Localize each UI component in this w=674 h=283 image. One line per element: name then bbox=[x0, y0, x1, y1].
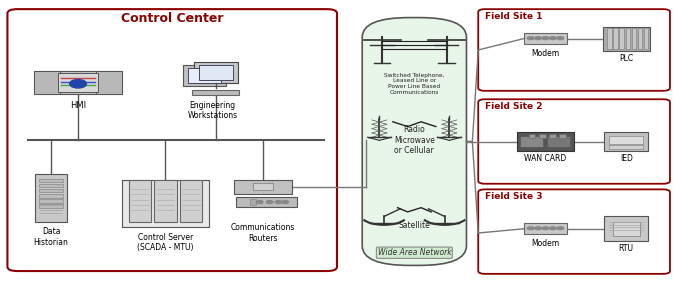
Bar bbox=[609, 145, 643, 149]
Bar bbox=[520, 136, 543, 147]
Bar bbox=[619, 28, 624, 50]
Text: Radio
Microwave
or Cellular: Radio Microwave or Cellular bbox=[394, 125, 435, 155]
Bar bbox=[524, 33, 568, 44]
Circle shape bbox=[542, 227, 549, 230]
Text: Switched Telephone,
Leased Line or
Power Line Based
Communications: Switched Telephone, Leased Line or Power… bbox=[384, 72, 445, 95]
Circle shape bbox=[275, 201, 282, 203]
Bar bbox=[34, 71, 60, 94]
Text: Modem: Modem bbox=[531, 49, 559, 57]
Bar bbox=[539, 134, 545, 138]
Text: IED: IED bbox=[620, 154, 633, 163]
Bar bbox=[187, 68, 221, 83]
Circle shape bbox=[557, 227, 563, 230]
Bar bbox=[632, 28, 636, 50]
Text: Engineering
Workstations: Engineering Workstations bbox=[187, 101, 238, 120]
Text: Field Site 3: Field Site 3 bbox=[485, 192, 543, 201]
Bar bbox=[39, 204, 63, 208]
Bar bbox=[39, 199, 63, 203]
Bar bbox=[517, 132, 574, 151]
Text: Field Site 2: Field Site 2 bbox=[485, 102, 543, 111]
Text: Wide Area Network: Wide Area Network bbox=[377, 248, 451, 257]
FancyBboxPatch shape bbox=[362, 18, 466, 265]
Bar bbox=[603, 27, 650, 51]
Bar bbox=[34, 71, 122, 94]
Bar bbox=[613, 28, 618, 50]
Bar bbox=[607, 28, 612, 50]
Circle shape bbox=[549, 37, 556, 40]
Bar bbox=[625, 28, 630, 50]
Bar bbox=[39, 194, 63, 198]
Bar bbox=[39, 184, 63, 187]
Circle shape bbox=[527, 37, 534, 40]
Bar bbox=[39, 189, 63, 192]
Bar bbox=[528, 134, 535, 138]
Bar bbox=[58, 72, 98, 92]
FancyBboxPatch shape bbox=[479, 189, 670, 274]
Circle shape bbox=[256, 201, 263, 203]
Text: WAN CARD: WAN CARD bbox=[524, 154, 567, 163]
Ellipse shape bbox=[69, 80, 86, 88]
FancyBboxPatch shape bbox=[479, 9, 670, 91]
Bar bbox=[549, 134, 555, 138]
Bar bbox=[524, 223, 568, 234]
Text: Data
Historian: Data Historian bbox=[34, 228, 69, 247]
Circle shape bbox=[557, 37, 563, 40]
Circle shape bbox=[266, 201, 273, 203]
Text: PLC: PLC bbox=[619, 54, 634, 63]
Bar bbox=[547, 136, 570, 147]
Bar bbox=[194, 62, 238, 83]
Text: Field Site 1: Field Site 1 bbox=[485, 12, 543, 21]
Bar bbox=[96, 71, 122, 94]
Circle shape bbox=[534, 37, 541, 40]
Bar bbox=[154, 179, 177, 222]
Bar bbox=[180, 179, 202, 222]
Bar bbox=[609, 136, 643, 144]
Bar bbox=[35, 174, 67, 222]
Bar bbox=[638, 28, 642, 50]
Circle shape bbox=[542, 37, 549, 40]
Bar bbox=[39, 179, 63, 182]
Bar bbox=[253, 183, 273, 190]
Text: HMI: HMI bbox=[70, 101, 86, 110]
Bar bbox=[613, 222, 640, 236]
FancyBboxPatch shape bbox=[7, 9, 337, 271]
Bar bbox=[129, 179, 151, 222]
Bar bbox=[235, 179, 292, 194]
Bar bbox=[644, 28, 648, 50]
Circle shape bbox=[534, 227, 541, 230]
Text: Communications
Routers: Communications Routers bbox=[231, 223, 295, 243]
Circle shape bbox=[549, 227, 556, 230]
Text: Control Center: Control Center bbox=[121, 12, 224, 25]
Circle shape bbox=[527, 227, 534, 230]
Bar bbox=[122, 179, 209, 228]
Bar bbox=[183, 65, 226, 86]
FancyBboxPatch shape bbox=[479, 99, 670, 184]
Bar bbox=[192, 90, 239, 95]
Bar bbox=[559, 134, 565, 138]
Text: Control Server
(SCADA - MTU): Control Server (SCADA - MTU) bbox=[137, 233, 193, 252]
Bar bbox=[236, 197, 297, 207]
Bar bbox=[199, 65, 233, 80]
Text: Satellite: Satellite bbox=[398, 222, 430, 230]
Circle shape bbox=[282, 201, 288, 203]
Bar bbox=[249, 199, 256, 205]
Text: Modem: Modem bbox=[531, 239, 559, 248]
Bar bbox=[605, 216, 648, 241]
Bar bbox=[605, 132, 648, 151]
Text: RTU: RTU bbox=[619, 244, 634, 253]
